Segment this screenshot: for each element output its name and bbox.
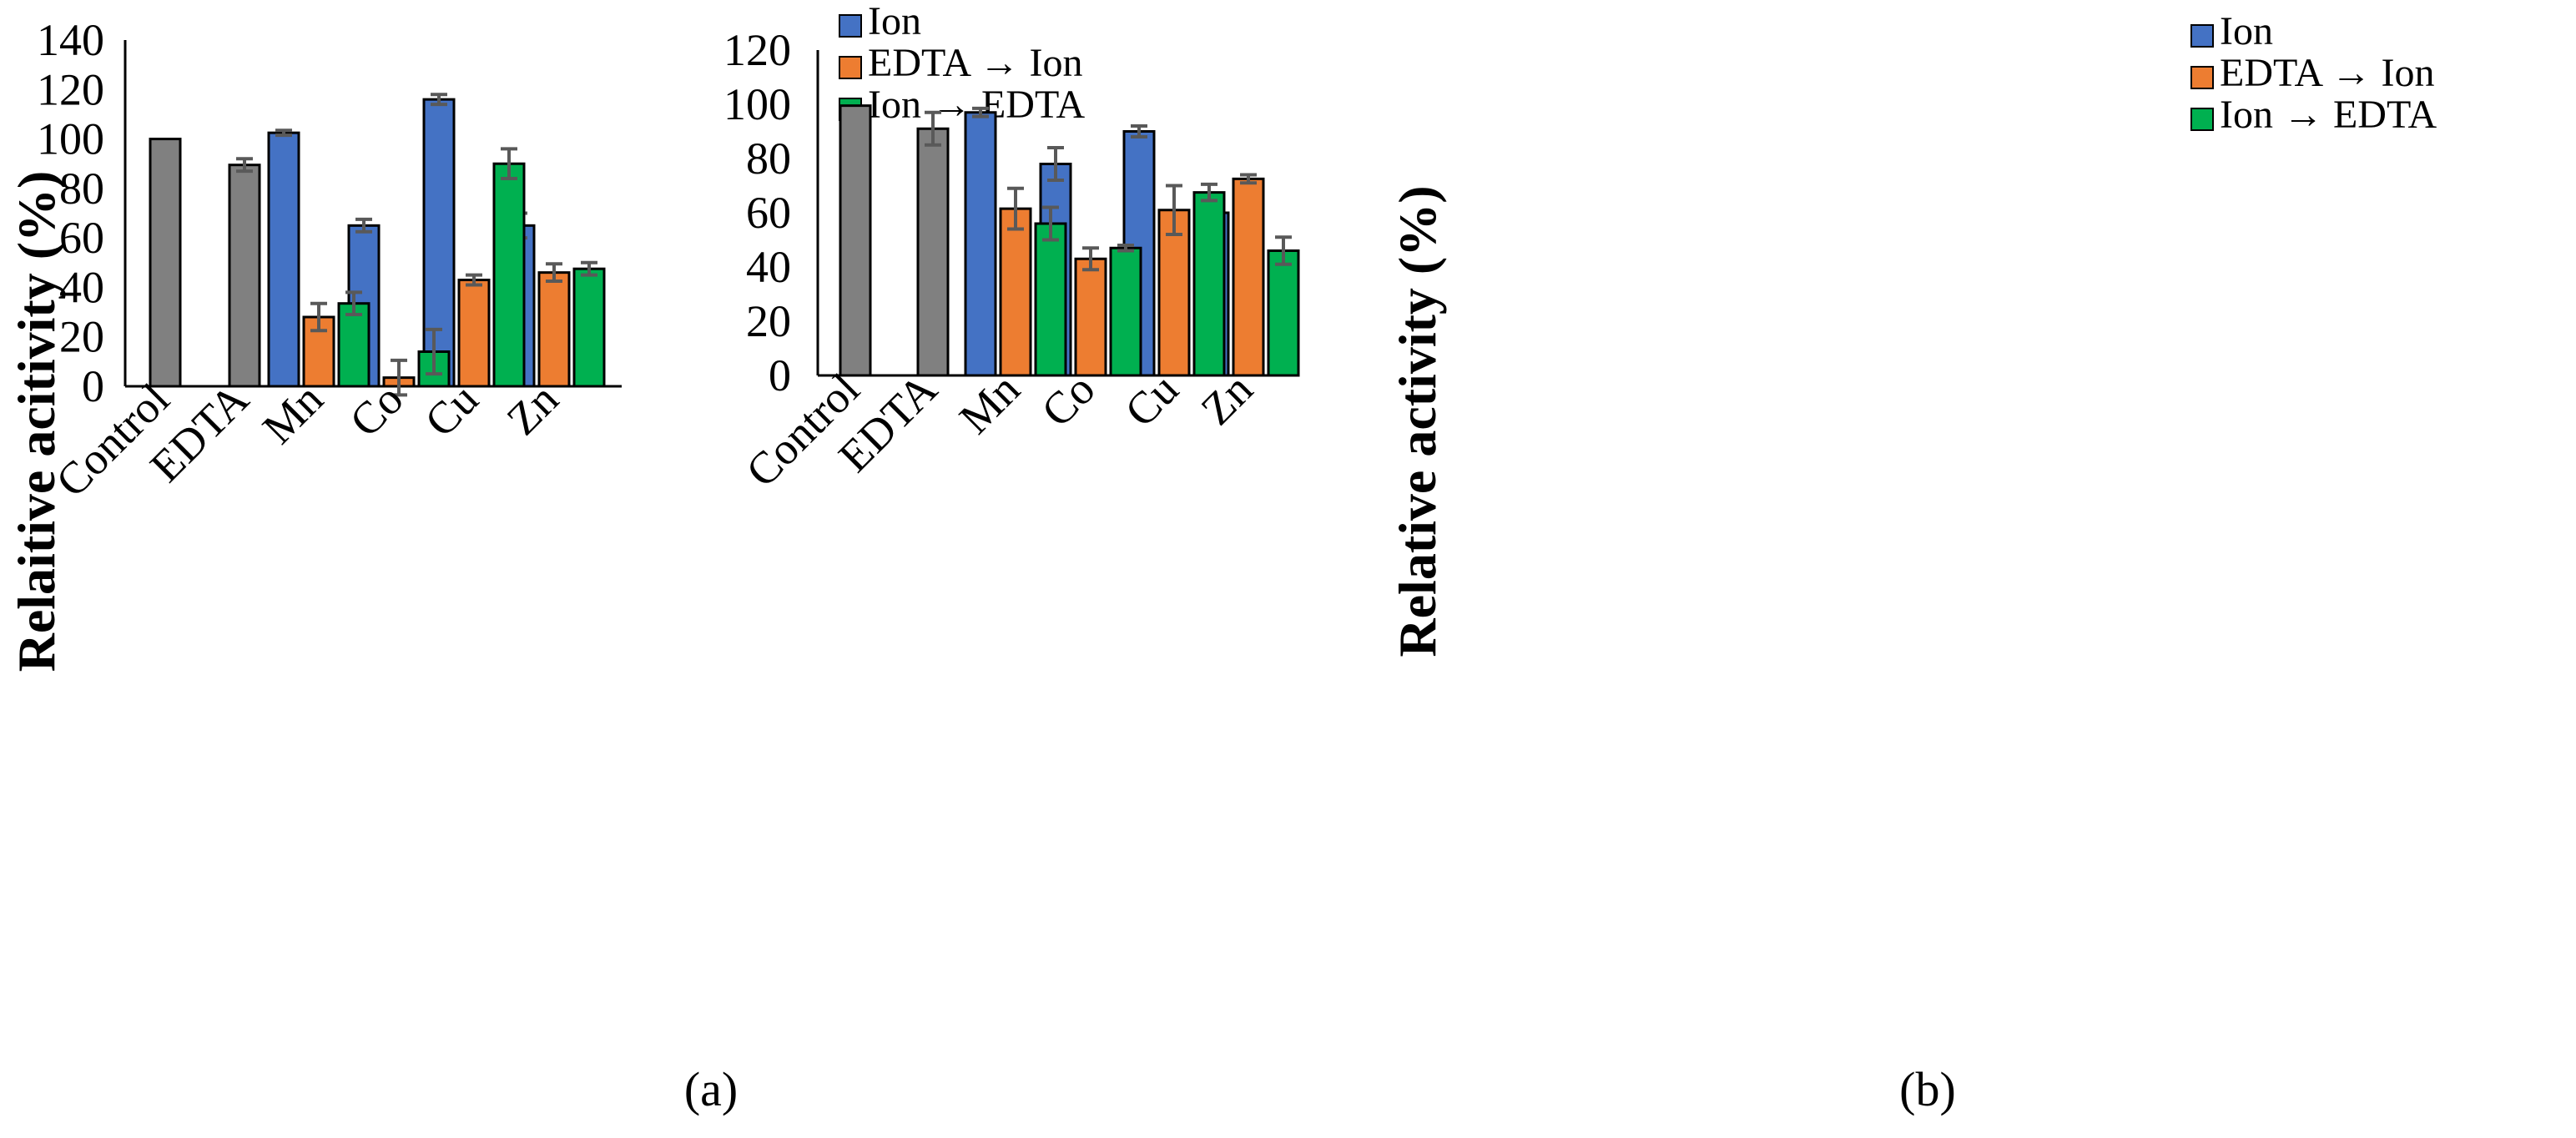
error-bar [466,273,482,287]
y-tick-label: 0 [82,361,104,411]
error-bar [1240,173,1257,185]
y-tick-label: 100 [37,114,104,164]
legend-swatch [839,14,862,38]
error-bar [391,358,407,397]
legend-item: Ion → EDTA [839,83,1085,127]
error-bar [501,147,517,180]
error-bar [1047,146,1064,182]
error-bar [1117,244,1134,253]
legend-label: EDTA → Ion [2220,51,2434,95]
error-bar [431,93,447,107]
y-tick-label: 40 [746,242,791,292]
error-bar [546,262,562,284]
legend-swatch [2190,24,2214,48]
bar-series-0-mn [964,111,997,377]
legend-label: Ion [868,0,921,43]
error-bar [581,260,597,277]
error-bar [236,157,253,174]
y-tick-label: 120 [723,25,791,75]
y-tick-label: 60 [746,188,791,238]
bar-series-1-zn [1232,177,1265,377]
bar-control [149,138,182,388]
bar-edta [916,127,950,377]
bar-series-2-co [1109,246,1142,377]
bar-edta [228,164,261,388]
legend-label: Ion [2220,9,2273,53]
y-tick-label: 140 [37,15,104,65]
bar-series-2-zn [572,267,606,388]
y-tick-label: 20 [746,296,791,346]
error-bar [1166,184,1182,236]
legend-swatch [2190,108,2214,131]
legend-item: Ion [839,0,921,43]
bar-series-2-cu [1192,191,1226,377]
y-tick-label: 40 [59,262,104,312]
error-bar [275,128,292,138]
bar-series-2-zn [1267,249,1300,377]
y-axis-label: Relative activity (%) [1388,185,1447,657]
y-tick-label: 80 [59,164,104,214]
panel-caption: (a) [684,1062,738,1116]
y-tick-label: 60 [59,213,104,263]
error-bar [310,301,327,333]
y-tick-label: 0 [769,350,791,400]
bar-series-1-cu [457,279,491,388]
bar-series-1-mn [999,207,1032,377]
error-bar [972,106,989,118]
error-bar [1131,124,1147,138]
legend-item: Ion → EDTA [2190,93,2437,137]
y-tick-label: 20 [59,312,104,362]
legend-item: EDTA → Ion [839,41,1082,85]
legend-label: EDTA → Ion [868,41,1082,85]
y-tick-label: 120 [37,64,104,114]
bar-series-2-mn [337,302,371,388]
legend-swatch [839,56,862,79]
panel-caption: (b) [1899,1062,1956,1116]
error-bar [1275,235,1292,266]
bar-control [839,104,872,377]
bar-series-1-cu [1157,209,1191,377]
error-bar [925,110,941,147]
legend-item: EDTA → Ion [2190,51,2434,95]
y-tick-label: 100 [723,79,791,129]
bar-series-2-mn [1034,222,1067,377]
legend-swatch [2190,66,2214,89]
error-bar [1007,186,1024,231]
y-axis-label: Relaitive acitivity (%) [7,171,66,672]
error-bar [1082,246,1099,272]
error-bar [1201,182,1217,203]
legend-label: Ion → EDTA [2220,93,2437,137]
error-bar [345,290,362,317]
bar-series-2-cu [492,162,526,388]
error-bar [1042,205,1059,242]
bar-series-0-cu [422,98,456,388]
y-tick-label: 80 [746,133,791,184]
bar-series-1-zn [537,271,571,388]
error-bar [355,217,372,234]
legend-item: Ion [2190,9,2273,53]
error-bar [426,327,442,376]
bar-series-0-mn [267,131,300,388]
bar-series-1-co [1074,257,1107,377]
